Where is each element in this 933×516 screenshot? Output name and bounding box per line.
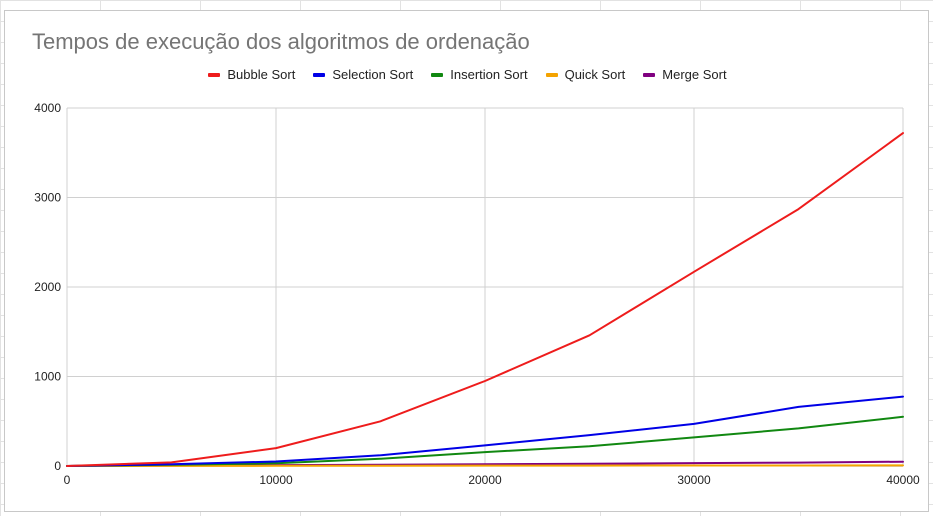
series-line-quick-sort [66,464,904,467]
legend-item-selection-sort[interactable]: Selection Sort [313,67,413,82]
legend-label: Selection Sort [332,67,414,82]
y-tick-label: 2000 [34,280,61,294]
legend-swatch [208,72,221,77]
y-tick-label: 1000 [34,370,61,384]
legend-label: Bubble Sort [227,67,296,82]
x-tick-label: 10000 [259,473,293,487]
legend-item-bubble-sort[interactable]: Bubble Sort [208,67,295,82]
x-tick-label: 30000 [677,473,711,487]
x-tick-label: 0 [64,473,71,487]
legend-label: Insertion Sort [450,67,528,82]
legend-item-insertion-sort[interactable]: Insertion Sort [431,67,528,82]
x-tick-label: 20000 [468,473,502,487]
legend-swatch [313,72,326,77]
series-line-selection-sort [66,395,904,467]
legend-swatch [431,72,444,77]
series-line-bubble-sort [66,132,904,467]
chart-container[interactable]: Tempos de execução dos algoritmos de ord… [4,10,929,512]
x-tick-label: 40000 [886,473,920,487]
legend-swatch [643,72,656,77]
legend-label: Merge Sort [662,67,727,82]
y-tick-label: 3000 [34,191,61,205]
legend-label: Quick Sort [564,67,626,82]
chart-legend: Bubble Sort Selection Sort Insertion Sort Q… [5,67,930,82]
legend-item-quick-sort[interactable]: Quick Sort [545,67,626,82]
y-tick-label: 0 [54,459,61,473]
legend-swatch [545,72,558,77]
y-tick-label: 4000 [34,101,61,115]
chart-title: Tempos de execução dos algoritmos de ord… [32,29,530,54]
legend-item-merge-sort[interactable]: Merge Sort [643,67,727,82]
